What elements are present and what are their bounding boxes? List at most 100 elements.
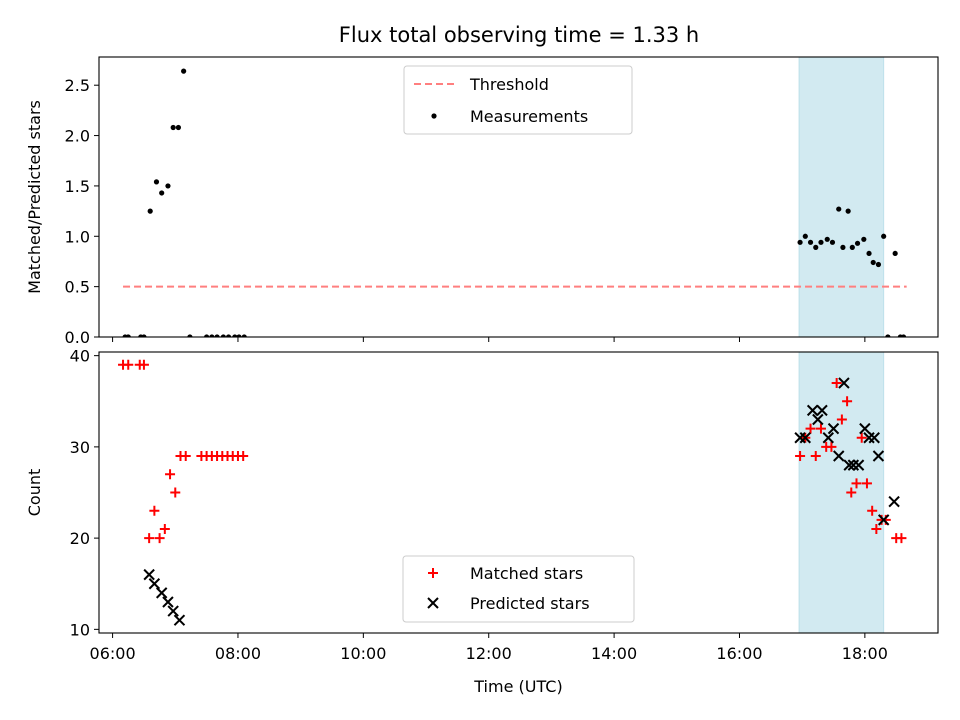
predicted-star-marker: [888, 495, 900, 508]
predicted-star-marker: [868, 432, 880, 444]
y-tick-label: 40: [70, 347, 90, 366]
matched-star-marker: [144, 533, 155, 544]
x-tick-label: 16:00: [716, 644, 762, 663]
measurement-point: [241, 334, 247, 337]
matched-star-marker: [842, 396, 853, 407]
axes-frame: [98, 351, 939, 634]
measurement-point: [170, 124, 176, 131]
predicted-star-marker: [872, 450, 885, 462]
predicted-star-marker: [863, 432, 875, 444]
predicted-star-marker: [167, 605, 179, 617]
measurement-point: [125, 334, 131, 337]
legend-box: [403, 65, 633, 135]
axes-frame: [98, 56, 939, 338]
measurement-point: [849, 244, 855, 250]
legend-box: [402, 555, 635, 623]
legend-threshold-label: Threshold: [469, 75, 549, 94]
matched-star-marker: [867, 505, 878, 516]
predicted-star-marker: [827, 422, 840, 435]
y-tick-label: 0.0: [65, 328, 90, 347]
matched-star-marker: [861, 478, 872, 489]
x-tick-label: 10:00: [340, 644, 386, 663]
measurement-point: [232, 334, 238, 337]
y-tick-label: 2.5: [65, 76, 90, 95]
predicted-star-marker: [806, 404, 819, 417]
measurement-point: [881, 233, 887, 239]
measurement-point: [818, 239, 824, 245]
measurement-point: [204, 334, 210, 337]
predicted-star-marker: [859, 422, 871, 435]
measurement-point: [225, 334, 232, 337]
matched-star-marker: [831, 378, 842, 389]
matched-star-marker: [836, 414, 847, 425]
matched-star-marker: [123, 359, 134, 370]
x-tick-label: 12:00: [466, 644, 512, 663]
matched-star-marker: [238, 451, 249, 462]
predicted-star-marker: [162, 596, 174, 608]
bottom-count-plot: 06:00 08:00 10:00 12:00 14:00 16:00 18:00 10 20 3…: [25, 347, 939, 696]
measurement-point: [900, 334, 907, 337]
y-tick-label: 0.5: [65, 278, 90, 297]
matched-star-marker: [165, 469, 176, 480]
legend-predicted-label: Predicted stars: [470, 594, 590, 613]
y-axis-label: Count: [25, 469, 44, 517]
measurement-point: [875, 261, 882, 268]
measurement-point: [845, 208, 851, 214]
predicted-star-marker: [877, 514, 890, 526]
matched-star-marker: [826, 441, 837, 452]
predicted-star-marker: [822, 432, 835, 444]
y-tick-label: 10: [70, 620, 90, 639]
measurement-point: [802, 233, 808, 239]
measurement-point: [829, 239, 836, 245]
top-ratio-plot: 0.0 0.5 1.0 1.5 2.0 2.5 Matched/Predicted star…: [25, 56, 939, 347]
predicted-star-marker: [847, 459, 860, 471]
shaded-span: [798, 56, 885, 338]
measurement-point: [807, 239, 814, 245]
x-tick-label: 18:00: [842, 644, 888, 663]
predicted-star-marker: [148, 578, 161, 590]
x-axis-label: Time (UTC): [473, 677, 562, 696]
measurement-point: [861, 236, 867, 242]
measurement-point: [236, 334, 242, 337]
measurement-point: [840, 244, 846, 250]
measurement-point: [824, 236, 830, 242]
matched-star-marker: [170, 487, 181, 498]
shaded-span: [798, 351, 885, 634]
data-layer: [122, 68, 907, 337]
matched-star-marker: [138, 359, 149, 370]
measurement-point: [836, 206, 842, 212]
matched-star-marker: [795, 451, 806, 462]
matched-star-marker: [896, 533, 907, 544]
measurement-point: [181, 68, 187, 74]
predicted-star-marker: [794, 432, 806, 444]
measurement-point: [813, 244, 819, 250]
measurement-point: [141, 334, 147, 337]
measurement-point: [159, 190, 165, 196]
measurement-point: [175, 124, 182, 131]
measurement-point: [187, 334, 193, 337]
predicted-star-marker: [838, 377, 850, 389]
matched-star-marker: [159, 523, 170, 534]
matched-star-marker: [180, 451, 191, 462]
matched-star-marker: [871, 523, 882, 534]
y-tick-label: 1.5: [65, 177, 90, 196]
predicted-star-marker: [173, 614, 186, 626]
matched-star-marker: [815, 423, 826, 434]
legend-matched-swatch: [428, 568, 438, 578]
measurement-point: [854, 240, 861, 246]
matched-star-marker: [154, 533, 165, 544]
predicted-star-marker: [852, 459, 865, 471]
measurement-point: [870, 259, 876, 266]
measurement-point: [797, 239, 803, 245]
measurement-point: [220, 334, 226, 337]
measurement-point: [885, 334, 891, 337]
matched-star-marker: [846, 487, 857, 498]
measurement-point: [147, 208, 153, 214]
matched-star-marker: [851, 478, 862, 489]
matched-star-marker: [856, 432, 867, 443]
measurement-point: [892, 250, 898, 257]
matched-star-marker: [149, 505, 160, 516]
data-layer: [118, 359, 907, 626]
legend-measurements-label: Measurements: [470, 107, 588, 126]
